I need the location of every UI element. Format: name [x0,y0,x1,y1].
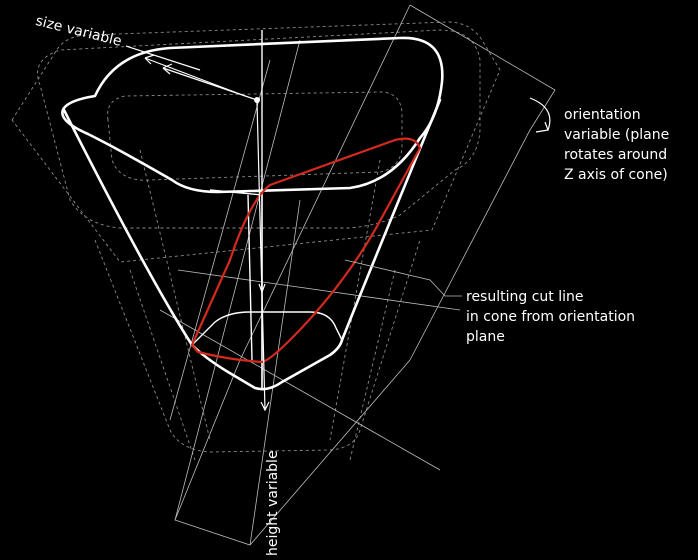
orientation-label-line2: variable (plane [564,127,670,143]
orientation-label-line1: orientation [564,107,641,123]
orientation-plane [159,4,556,546]
orientation-label-line3: rotates around [564,147,668,163]
cut-line-label-line3: plane [466,329,505,345]
cut-line-label-line2: in cone from orientation [466,309,636,325]
height-variable-arrow [256,101,270,412]
size-variable-arrow [125,45,260,103]
cut-line [190,137,422,364]
size-variant-outlines [11,21,501,461]
cut-label-leader [344,259,462,297]
orientation-label-line4: Z axis of cone) [564,167,668,183]
cone [61,30,444,391]
cut-line-label-line1: resulting cut line [466,289,584,305]
height-variable-label: height variable [265,450,281,556]
orientation-rotate-arrow [529,97,551,133]
